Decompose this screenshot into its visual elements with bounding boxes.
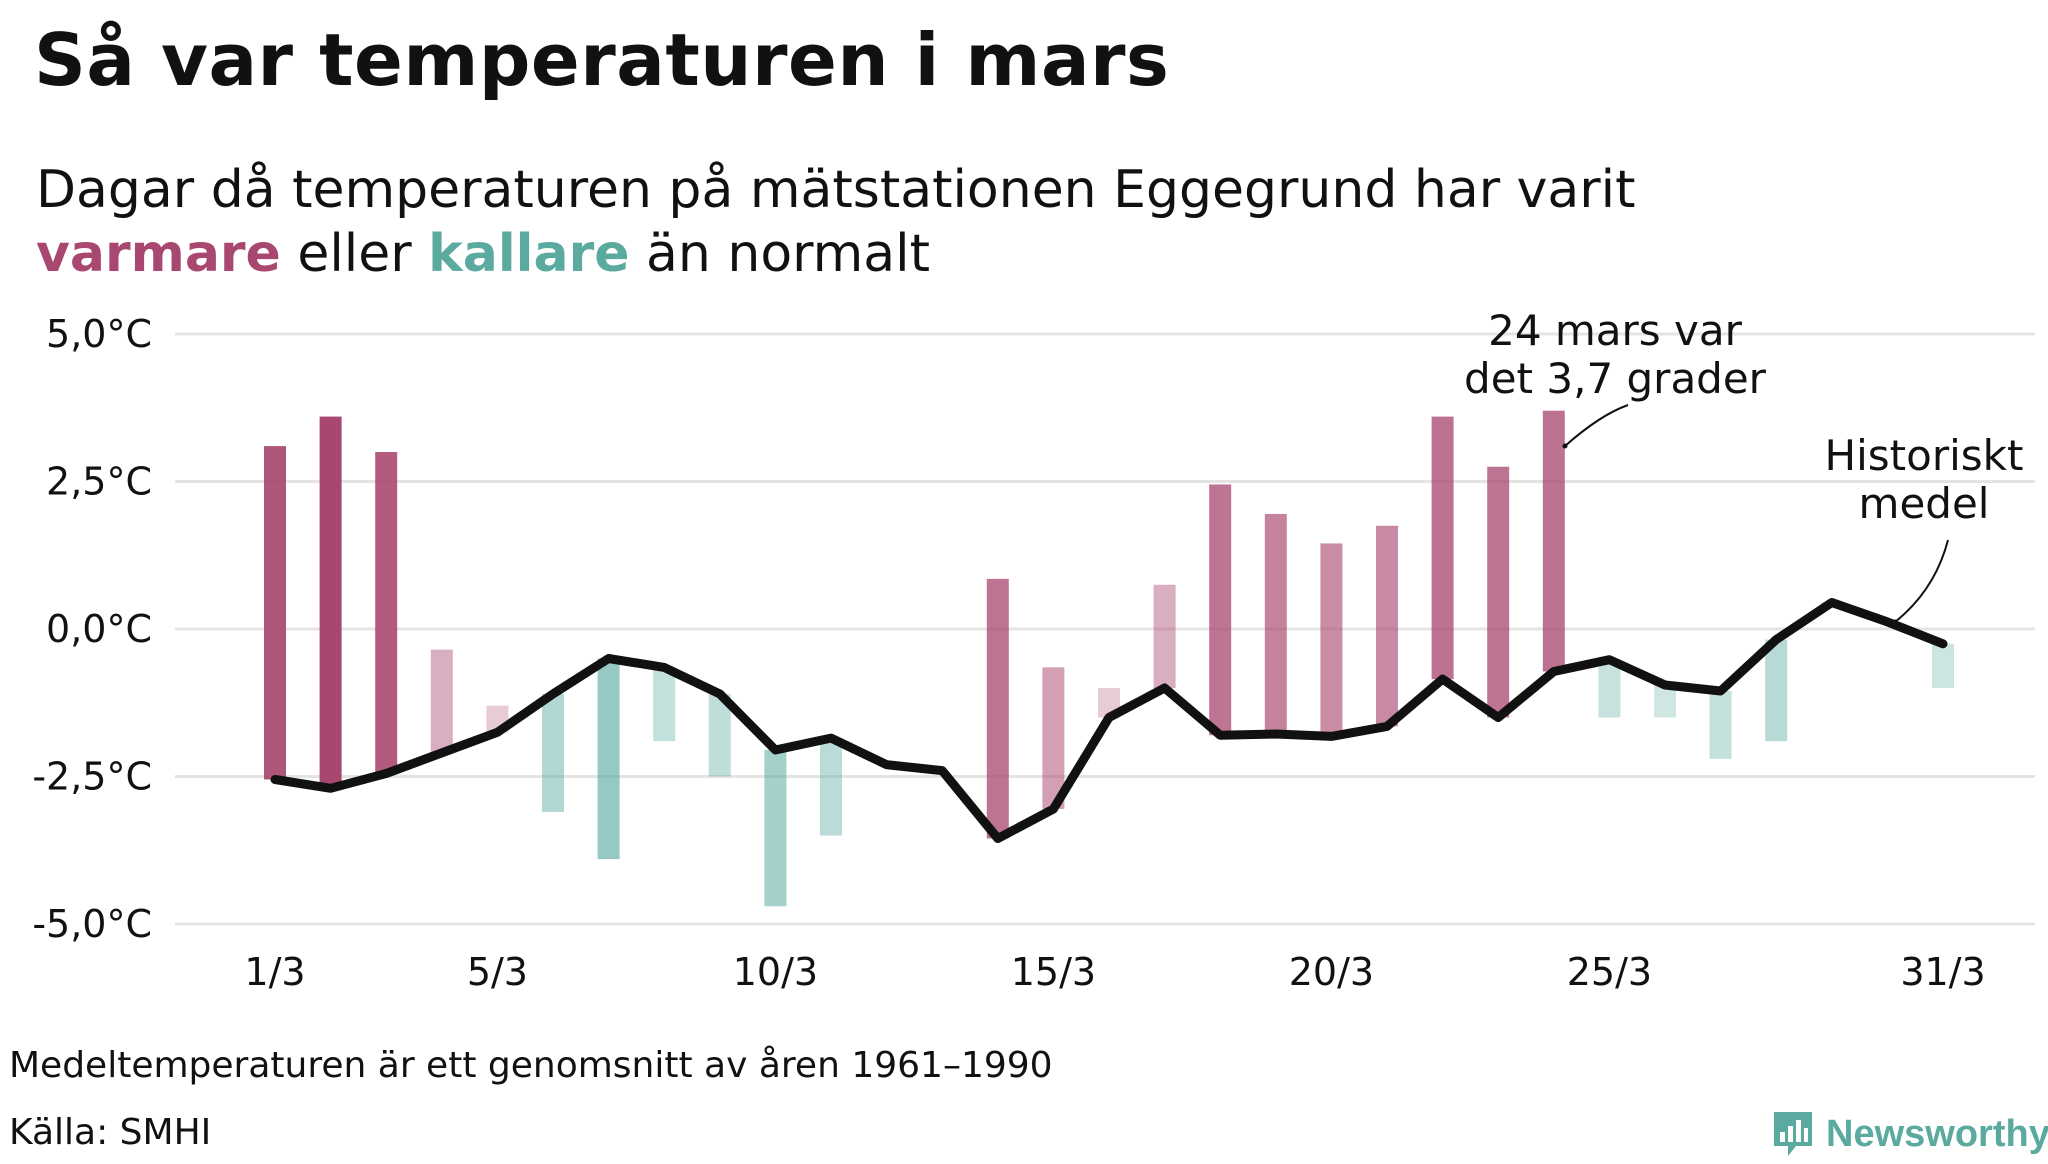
source-note: Källa: SMHI [9, 1112, 212, 1153]
x-tick-label: 1/3 [244, 950, 305, 994]
subtitle-line-1: Dagar då temperaturen på mätstationen Eg… [36, 160, 1636, 220]
newsworthy-chart-icon [1774, 1112, 1812, 1156]
annotation-line: det 3,7 grader [1464, 354, 1767, 403]
warm-bar [430, 649, 453, 753]
warm-bar [1153, 584, 1176, 688]
x-tick-label: 5/3 [467, 950, 528, 994]
warm-bar [1542, 410, 1565, 672]
annotation-leader [1894, 539, 1949, 623]
annotation-leader [1564, 404, 1629, 447]
x-tick-label: 31/3 [1900, 950, 1985, 994]
cold-bar [542, 693, 564, 812]
warm-legend-word: varmare [36, 224, 281, 284]
subtitle-connector: eller [280, 224, 429, 284]
y-tick-label: -2,5°C [32, 755, 152, 799]
historical-mean-line [270, 598, 1948, 843]
x-tick-label: 10/3 [733, 950, 818, 994]
cold-bar [1932, 643, 1954, 688]
cold-bar [597, 658, 620, 860]
subtitle-line-2: varmare eller kallare än normalt [36, 222, 1635, 286]
cold-legend-word: kallare [428, 224, 630, 284]
warm-bar [1376, 525, 1398, 727]
x-tick-label: 25/3 [1567, 950, 1652, 994]
y-tick-label: 5,0°C [46, 312, 152, 356]
cold-bar [653, 667, 676, 742]
annotation-leader-dot [1562, 443, 1568, 449]
warm-bar [1431, 416, 1454, 680]
annotation-historical-mean: Historiskt medel [1825, 431, 2024, 528]
footnote: Medeltemperaturen är ett genomsnitt av å… [9, 1045, 1053, 1086]
cold-bar [1654, 685, 1676, 718]
chart-title: Så var temperaturen i mars [34, 18, 1170, 102]
y-tick-label: -5,0°C [32, 902, 152, 946]
annotation-line: 24 mars var [1488, 306, 1743, 355]
cold-bar [1765, 639, 1788, 742]
annotation-max-day: 24 mars var det 3,7 grader [1464, 306, 1767, 403]
chart-subtitle: Dagar då temperaturen på mätstationen Eg… [36, 158, 1635, 286]
annotation-line: medel [1859, 479, 1990, 528]
cold-bar [708, 693, 731, 777]
x-tick-label: 15/3 [1011, 950, 1096, 994]
annotation-line: Historiskt [1825, 431, 2024, 480]
warm-bar [1320, 543, 1343, 737]
cold-bar [1709, 690, 1732, 759]
cold-bar [764, 749, 787, 907]
warm-bar [375, 452, 398, 774]
temperature-chart: 5,0°C 2,5°C 0,0°C -2,5°C -5,0°C 1/3 5/3 10/3 15/… [32, 306, 2035, 994]
warm-bar [264, 446, 286, 780]
y-tick-label: 2,5°C [46, 460, 152, 504]
x-tick-label: 20/3 [1289, 950, 1374, 994]
warm-bar [319, 416, 342, 789]
warm-bar [986, 578, 1009, 839]
cold-bar [820, 738, 842, 836]
annotation-leader-dot [1892, 619, 1898, 625]
warm-bar [1042, 667, 1065, 809]
warm-bar [1487, 466, 1510, 718]
logo-wordmark: Newsworthy [1826, 1112, 2048, 1155]
subtitle-ending: än normalt [629, 224, 930, 284]
y-tick-label: 0,0°C [46, 607, 152, 651]
warm-bar [1209, 484, 1232, 736]
warm-bar [1264, 513, 1287, 735]
newsworthy-logo: Newsworthy [1770, 1104, 2048, 1164]
cold-bar [1598, 659, 1621, 718]
